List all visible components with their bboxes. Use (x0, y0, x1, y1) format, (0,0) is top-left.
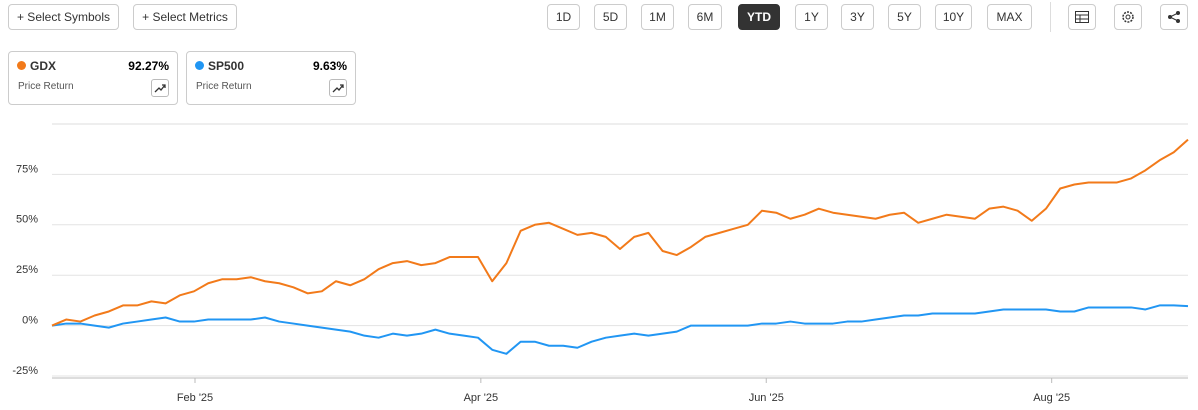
legend-change: 9.63% (312, 59, 347, 73)
series-line (51, 304, 1189, 355)
settings-button[interactable] (1114, 4, 1142, 30)
gear-icon (1122, 11, 1134, 23)
legend-card: SP500 9.63% Price Return (186, 51, 356, 105)
period-button[interactable]: 1M (641, 4, 674, 30)
legend-name: SP500 (208, 59, 245, 73)
period-button[interactable]: 5D (594, 4, 627, 30)
table-icon (1075, 11, 1089, 23)
x-tick-label: Feb '25 (177, 392, 213, 404)
separator (1050, 2, 1051, 32)
series-line (51, 138, 1189, 327)
x-tick-label: Apr '25 (464, 392, 499, 404)
y-tick-label: 75% (16, 163, 38, 175)
period-button[interactable]: 1Y (795, 4, 828, 30)
table-view-button[interactable] (1068, 4, 1096, 30)
period-button[interactable]: YTD (738, 4, 780, 30)
period-button[interactable]: 6M (688, 4, 722, 30)
toolbar-button[interactable]: + Select Symbols (8, 4, 119, 30)
y-tick-label: 50% (16, 214, 38, 226)
x-tick-label: Jun '25 (749, 392, 784, 404)
period-button[interactable]: 3Y (841, 4, 874, 30)
chart-toggle-icon[interactable] (151, 79, 169, 97)
legend-dot (195, 61, 204, 70)
period-button[interactable]: 10Y (935, 4, 972, 30)
legend-dot (17, 61, 26, 70)
y-tick-label: -25% (12, 365, 38, 377)
y-tick-label: 0% (22, 314, 38, 326)
chart-toggle-icon[interactable] (329, 79, 347, 97)
trend-icon (332, 84, 344, 93)
period-button[interactable]: 1D (547, 4, 580, 30)
trend-icon (154, 84, 166, 93)
period-button[interactable]: 5Y (888, 4, 921, 30)
share-button[interactable] (1160, 4, 1188, 30)
legend-card: GDX 92.27% Price Return (8, 51, 178, 105)
legend-change: 92.27% (128, 59, 169, 73)
toolbar-button[interactable]: + Select Metrics (133, 4, 237, 30)
legend-metric: Price Return (18, 81, 74, 92)
legend-name: GDX (30, 59, 57, 73)
y-tick-label: 25% (16, 264, 38, 276)
period-button[interactable]: MAX (987, 4, 1032, 30)
share-icon (1168, 11, 1180, 23)
legend-metric: Price Return (196, 81, 252, 92)
x-tick-label: Aug '25 (1033, 392, 1070, 404)
